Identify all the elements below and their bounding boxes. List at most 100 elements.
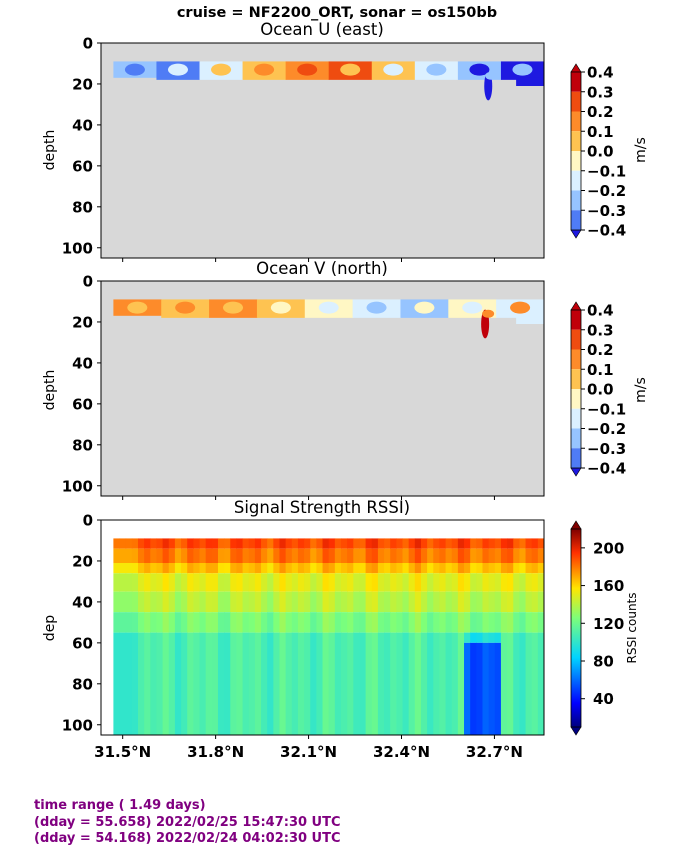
rssi-cell	[494, 591, 502, 613]
rssi-cell	[482, 642, 490, 735]
rssi-cell	[291, 573, 299, 592]
rssi-cell	[156, 591, 164, 613]
dday-end-line: (dday = 55.658) 2022/02/25 15:47:30 UTC	[34, 814, 341, 830]
rssi-cell	[519, 538, 527, 549]
rssi-cell	[451, 548, 459, 563]
rssi-cell	[273, 612, 280, 633]
rssi-cell	[254, 548, 262, 563]
rssi-cell	[322, 573, 330, 592]
rssi-cell	[420, 632, 428, 735]
rssi-cell	[236, 612, 244, 633]
rssi-cell	[137, 538, 145, 549]
rssi-cell	[427, 573, 434, 592]
rssi-cell	[304, 591, 311, 613]
rssi-cell	[482, 591, 490, 613]
rssi-cell	[291, 548, 299, 563]
rssi-cell	[304, 563, 311, 574]
rssi-cell	[119, 563, 127, 574]
rssi-cell	[359, 632, 367, 735]
rssi-cell	[174, 548, 182, 563]
rssi-cell	[193, 591, 201, 613]
colorbar-tick-label: −0.2	[587, 182, 626, 200]
rssi-cell	[279, 538, 287, 549]
rssi-cell	[224, 632, 231, 735]
rssi-cell	[279, 591, 287, 613]
rssi-cell	[433, 538, 440, 549]
rssi-cell	[156, 612, 164, 633]
rssi-cell	[488, 573, 496, 592]
rssi-cell	[322, 563, 330, 574]
rssi-cell	[408, 548, 416, 563]
colorbar-extend-top	[570, 520, 582, 530]
rssi-cell	[316, 548, 324, 563]
rssi-cell	[414, 612, 422, 633]
rssi-cell	[353, 548, 360, 563]
velocity-blob	[426, 63, 447, 76]
rssi-cell	[507, 632, 514, 735]
rssi-cell	[414, 563, 422, 574]
rssi-cell	[168, 632, 176, 735]
rssi-cell	[420, 591, 428, 613]
rssi-cell	[236, 538, 244, 549]
rssi-cell	[402, 563, 410, 574]
rssi-cell	[162, 591, 170, 613]
rssi-cell	[199, 591, 207, 613]
rssi-cell	[470, 548, 477, 563]
rssi-cell	[402, 612, 410, 633]
rssi-cell	[420, 563, 428, 574]
rssi-cell	[131, 563, 139, 574]
velocity-blob	[127, 301, 148, 314]
rssi-cell	[322, 632, 330, 735]
rssi-cell	[162, 548, 170, 563]
rssi-cell	[377, 538, 385, 549]
rssi-cell	[125, 573, 133, 592]
rssi-cell	[144, 591, 151, 613]
rssi-cell	[310, 632, 317, 735]
velocity-blob	[469, 63, 490, 76]
rssi-cell	[174, 538, 182, 549]
rssi-cell	[236, 563, 244, 574]
rssi-cell	[310, 563, 317, 574]
rssi-cell	[464, 642, 471, 735]
rssi-cell	[488, 548, 496, 563]
rssi-cell	[187, 632, 194, 735]
rssi-cell	[365, 591, 373, 613]
rssi-cell	[457, 612, 465, 633]
rssi-cell	[224, 563, 231, 574]
rssi-cell	[445, 548, 453, 563]
y-tick-label: 40	[72, 354, 93, 372]
rssi-cell	[322, 548, 330, 563]
rssi-cell	[328, 591, 336, 613]
rssi-cell	[187, 573, 194, 592]
rssi-cell	[494, 538, 502, 549]
rssi-cell	[144, 573, 151, 592]
velocity-anomaly-halo	[482, 309, 495, 318]
rssi-cell	[377, 548, 385, 563]
colorbar-tick-label: 160	[593, 577, 624, 595]
rssi-cell	[365, 612, 373, 633]
rssi-cell	[248, 591, 256, 613]
rssi-cell	[316, 538, 324, 549]
rssi-cell	[334, 563, 342, 574]
rssi-cell	[476, 538, 483, 549]
panel-title: Ocean V (north)	[256, 259, 388, 278]
rssi-cell	[365, 563, 373, 574]
rssi-cell	[519, 591, 527, 613]
velocity-blob	[167, 63, 188, 76]
rssi-cell	[119, 591, 127, 613]
colorbar-band	[571, 428, 581, 449]
colorbar-tick-label: −0.4	[587, 460, 626, 478]
colorbar-band	[571, 170, 581, 191]
rssi-cell	[482, 538, 490, 549]
colorbar-band	[571, 190, 581, 211]
colorbar-tick-label: −0.3	[587, 440, 626, 458]
rssi-cell	[230, 573, 237, 592]
rssi-cell	[347, 632, 354, 735]
rssi-cell	[414, 591, 422, 613]
y-tick-label: 40	[72, 593, 93, 611]
y-ticks: 0 20 40 60 80 100	[62, 35, 101, 257]
rssi-cell	[316, 632, 324, 735]
rssi-cell	[340, 563, 348, 574]
panel-ocean-u: Ocean U (east) 0 20 40 60 80 100 depth 0.40.3…	[42, 20, 649, 262]
